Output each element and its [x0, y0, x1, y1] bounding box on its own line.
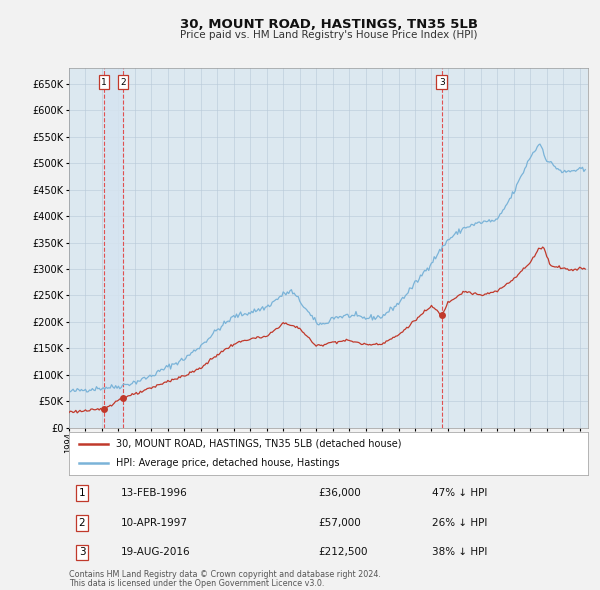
Text: 13-FEB-1996: 13-FEB-1996 — [121, 488, 188, 498]
Text: 30, MOUNT ROAD, HASTINGS, TN35 5LB: 30, MOUNT ROAD, HASTINGS, TN35 5LB — [180, 18, 478, 31]
Text: 26% ↓ HPI: 26% ↓ HPI — [432, 518, 488, 527]
Text: 47% ↓ HPI: 47% ↓ HPI — [432, 488, 488, 498]
Text: 1: 1 — [101, 78, 107, 87]
Text: £57,000: £57,000 — [318, 518, 361, 527]
Text: This data is licensed under the Open Government Licence v3.0.: This data is licensed under the Open Gov… — [69, 579, 325, 588]
Bar — [104, 68, 123, 428]
Text: £212,500: £212,500 — [318, 548, 368, 558]
Text: 3: 3 — [79, 548, 85, 558]
Text: Contains HM Land Registry data © Crown copyright and database right 2024.: Contains HM Land Registry data © Crown c… — [69, 570, 381, 579]
Text: Price paid vs. HM Land Registry's House Price Index (HPI): Price paid vs. HM Land Registry's House … — [180, 30, 478, 40]
Text: 1: 1 — [79, 488, 85, 498]
Text: 2: 2 — [79, 518, 85, 527]
Text: 2: 2 — [120, 78, 125, 87]
Text: HPI: Average price, detached house, Hastings: HPI: Average price, detached house, Hast… — [116, 458, 339, 468]
Text: £36,000: £36,000 — [318, 488, 361, 498]
Text: 38% ↓ HPI: 38% ↓ HPI — [432, 548, 488, 558]
Text: 19-AUG-2016: 19-AUG-2016 — [121, 548, 191, 558]
Text: 3: 3 — [439, 78, 445, 87]
Text: 30, MOUNT ROAD, HASTINGS, TN35 5LB (detached house): 30, MOUNT ROAD, HASTINGS, TN35 5LB (deta… — [116, 439, 401, 449]
Text: 10-APR-1997: 10-APR-1997 — [121, 518, 188, 527]
